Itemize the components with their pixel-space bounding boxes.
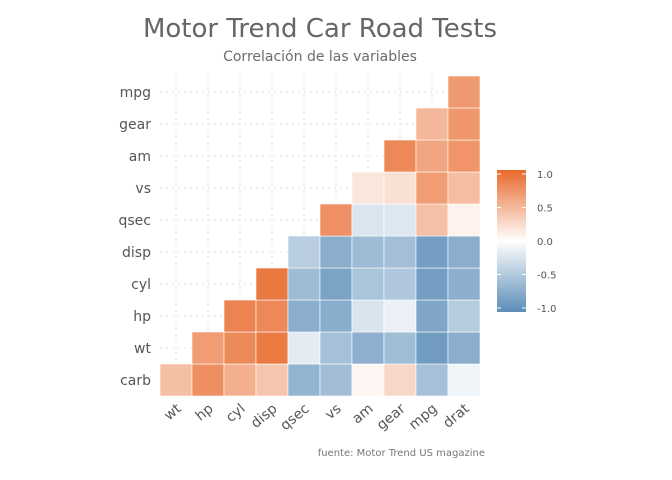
y-tick-label-hp: hp <box>133 309 151 325</box>
heatmap-cell-drat-vs <box>447 171 481 205</box>
legend-tick-label: 0.5 <box>537 204 553 215</box>
legend-tick-label: 0.0 <box>537 237 553 248</box>
x-tick-label-mpg: mpg <box>406 401 440 433</box>
heatmap-cell-qsec-carb <box>287 363 321 397</box>
heatmap-cell-am-disp <box>351 235 385 269</box>
heatmap-cell-drat-hp <box>447 299 481 333</box>
heatmap-cell-qsec-cyl <box>287 267 321 301</box>
heatmap-cell-vs-disp <box>319 235 353 269</box>
heatmap-cell-am-hp <box>351 299 385 333</box>
heatmap-cell-drat-qsec <box>447 203 481 237</box>
x-tick-label-qsec: qsec <box>277 401 312 434</box>
heatmap-cell-qsec-wt <box>287 331 321 365</box>
x-tick-label-disp: disp <box>248 401 281 432</box>
y-tick-label-am: am <box>129 149 151 165</box>
heatmap-cell-gear-carb <box>383 363 417 397</box>
heatmap-cell-vs-hp <box>319 299 353 333</box>
heatmap-cell-cyl-hp <box>223 299 257 333</box>
heatmap-cell-vs-wt <box>319 331 353 365</box>
heatmap-cell-disp-carb <box>255 363 289 397</box>
heatmap-cell-am-wt <box>351 331 385 365</box>
heatmap-cell-vs-carb <box>319 363 353 397</box>
heatmap-cell-gear-wt <box>383 331 417 365</box>
heatmap-cell-mpg-disp <box>415 235 449 269</box>
chart-caption: fuente: Motor Trend US magazine <box>318 448 485 459</box>
y-tick-label-qsec: qsec <box>119 213 152 229</box>
y-tick-label-mpg: mpg <box>120 85 151 101</box>
legend-tick-label: -1.0 <box>537 304 557 315</box>
heatmap-cell-mpg-am <box>415 139 449 173</box>
chart-subtitle: Correlación de las variables <box>223 49 417 65</box>
x-tick-label-gear: gear <box>374 401 409 434</box>
y-axis-labels: carb wt hp cyl disp qsec vs am gear mpg <box>119 85 152 389</box>
color-legend: 1.0 0.5 0.0 -0.5 -1.0 <box>497 170 557 315</box>
chart-title: Motor Trend Car Road Tests <box>143 14 497 44</box>
heatmap-cells <box>159 75 481 397</box>
heatmap-cell-disp-wt <box>255 331 289 365</box>
x-tick-label-cyl: cyl <box>223 401 249 426</box>
heatmap-cell-mpg-vs <box>415 171 449 205</box>
legend-tick-label: 1.0 <box>537 170 553 181</box>
y-tick-label-carb: carb <box>120 373 151 389</box>
heatmap-cell-gear-hp <box>383 299 417 333</box>
heatmap-cell-mpg-cyl <box>415 267 449 301</box>
heatmap-cell-gear-am <box>383 139 417 173</box>
y-tick-label-vs: vs <box>135 181 151 197</box>
heatmap-cell-gear-qsec <box>383 203 417 237</box>
heatmap-cell-vs-cyl <box>319 267 353 301</box>
x-tick-label-hp: hp <box>193 401 217 425</box>
heatmap-cell-am-vs <box>351 171 385 205</box>
heatmap-cell-cyl-carb <box>223 363 257 397</box>
heatmap-cell-drat-disp <box>447 235 481 269</box>
heatmap-cell-gear-vs <box>383 171 417 205</box>
y-tick-label-disp: disp <box>122 245 151 261</box>
y-tick-label-cyl: cyl <box>131 277 151 293</box>
x-tick-label-vs: vs <box>322 401 344 423</box>
heatmap-cell-am-qsec <box>351 203 385 237</box>
y-tick-label-wt: wt <box>134 341 151 357</box>
x-tick-label-am: am <box>349 401 376 428</box>
heatmap-cell-mpg-gear <box>415 107 449 141</box>
heatmap-cell-am-carb <box>351 363 385 397</box>
heatmap-cell-am-cyl <box>351 267 385 301</box>
heatmap-cell-drat-mpg <box>447 75 481 109</box>
heatmap-cell-mpg-hp <box>415 299 449 333</box>
legend-color-bar <box>497 170 526 312</box>
heatmap-cell-hp-wt <box>191 331 225 365</box>
heatmap-cell-qsec-disp <box>287 235 321 269</box>
heatmap-cell-hp-carb <box>191 363 225 397</box>
heatmap-cell-drat-wt <box>447 331 481 365</box>
heatmap-cell-disp-hp <box>255 299 289 333</box>
heatmap-cell-vs-qsec <box>319 203 353 237</box>
x-tick-label-drat: drat <box>440 400 473 431</box>
heatmap-cell-drat-gear <box>447 107 481 141</box>
legend-tick-label: -0.5 <box>537 271 557 282</box>
y-tick-label-gear: gear <box>119 117 151 133</box>
heatmap-cell-gear-disp <box>383 235 417 269</box>
heatmap-cell-drat-carb <box>447 363 481 397</box>
heatmap-cell-gear-cyl <box>383 267 417 301</box>
heatmap-cell-wt-carb <box>159 363 193 397</box>
heatmap-cell-mpg-carb <box>415 363 449 397</box>
heatmap-cell-mpg-wt <box>415 331 449 365</box>
heatmap-cell-drat-am <box>447 139 481 173</box>
heatmap-cell-disp-cyl <box>255 267 289 301</box>
heatmap-cell-mpg-qsec <box>415 203 449 237</box>
heatmap-cell-qsec-hp <box>287 299 321 333</box>
heatmap-cell-cyl-wt <box>223 331 257 365</box>
x-tick-label-wt: wt <box>161 400 185 423</box>
heatmap-cell-drat-cyl <box>447 267 481 301</box>
